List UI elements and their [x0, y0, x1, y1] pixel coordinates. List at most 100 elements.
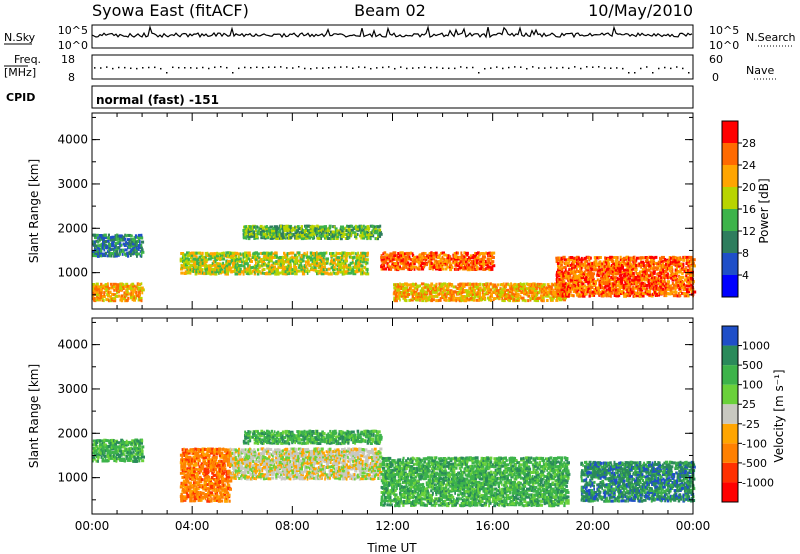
power-echo-cell: [679, 256, 682, 260]
power-echo-cell: [255, 258, 258, 261]
power-echo-cell: [288, 272, 291, 275]
power-echo-cell: [221, 270, 224, 274]
power-echo-cell: [180, 267, 184, 271]
power-echo-cell: [134, 244, 139, 248]
power-echo-cell: [351, 258, 354, 262]
power-echo-cell: [344, 226, 347, 230]
power-echo-cell: [366, 272, 370, 276]
power-echo-cell: [140, 250, 145, 254]
power-echo-cell: [138, 252, 140, 256]
power-echo-cell: [211, 272, 215, 276]
power-echo-cell: [130, 250, 132, 254]
power-echo-cell: [438, 261, 442, 265]
power-echo-cell: [429, 263, 431, 267]
power-echo-cell: [482, 252, 486, 256]
power-echo-cell: [366, 253, 369, 257]
power-echo-cell: [334, 272, 339, 276]
power-echo-cell: [196, 255, 198, 259]
power-echo-cell: [103, 287, 106, 291]
power-echo-cell: [205, 258, 209, 262]
power-echo-cell: [242, 272, 245, 276]
power-echo-cell: [124, 295, 127, 299]
power-echo-cell: [390, 267, 393, 271]
power-echo-cell: [273, 270, 276, 274]
power-echo-cell: [356, 262, 360, 266]
power-echo-cell: [117, 240, 121, 244]
power-echo-cell: [284, 233, 287, 237]
velocity-echo-cell: [141, 459, 145, 463]
power-echo-cell: [189, 259, 193, 263]
power-echo-cell: [199, 268, 203, 272]
power-echo-cell: [309, 225, 312, 229]
power-echo-cell: [339, 267, 342, 271]
power-echo-cell: [359, 230, 363, 234]
power-echo-cell: [444, 298, 448, 302]
power-echo-cell: [264, 232, 268, 236]
power-echo-cell: [286, 267, 289, 271]
power-echo-cell: [366, 227, 371, 231]
power-echo-cell: [377, 232, 380, 236]
power-echo-cell: [98, 291, 101, 294]
power-echo-cell: [381, 263, 384, 267]
power-echo-cell: [435, 282, 438, 286]
power-echo-cell: [139, 298, 142, 302]
power-echo-cell: [323, 234, 327, 238]
noise-trace: [91, 24, 693, 39]
power-echo-cell: [230, 270, 233, 274]
power-echo-cell: [122, 287, 125, 291]
power-echo-cell: [290, 262, 292, 266]
velocity-echo-cell: [234, 456, 237, 460]
power-echo-cell: [650, 255, 654, 259]
power-echo-cell: [281, 267, 285, 271]
power-echo-cell: [116, 283, 120, 287]
power-echo-cell: [322, 225, 325, 229]
power-echo-cell: [335, 251, 338, 255]
power-echo-cell: [231, 254, 234, 258]
power-echo-cell: [585, 259, 588, 263]
power-echo-cell: [452, 297, 455, 301]
power-echo-cell: [239, 257, 242, 261]
power-echo-cell: [327, 272, 330, 276]
power-echo-cell: [258, 270, 261, 274]
velocity-echo-cell: [104, 457, 107, 461]
power-echo-cell: [237, 268, 242, 271]
nsearch-tick-bottom: 10^0: [709, 39, 739, 52]
power-echo-cell: [297, 269, 301, 273]
velocity-echo-cell: [190, 449, 193, 453]
power-echo-cell: [244, 225, 247, 229]
power-echo-cell: [137, 248, 140, 251]
power-echo-cell: [107, 282, 109, 286]
power-echo-cell: [270, 269, 273, 273]
power-echo-cell: [140, 254, 143, 258]
power-echo-cell: [402, 258, 405, 262]
power-echo-cell: [284, 254, 287, 258]
power-echo-cell: [294, 253, 297, 257]
power-echo-cell: [311, 227, 315, 231]
power-echo-cell: [104, 234, 107, 238]
velocity-echo-cell: [125, 447, 128, 451]
velocity-echo-cell: [218, 473, 221, 477]
power-echo-cell: [413, 257, 417, 261]
power-echo-cell: [98, 236, 102, 239]
power-echo-cell: [316, 258, 319, 261]
power-echo-cell: [421, 266, 423, 269]
power-echo-cell: [556, 262, 560, 265]
power-echo-cell: [355, 270, 359, 274]
power-echo-cell: [366, 225, 370, 229]
power-echo-cell: [97, 254, 100, 258]
power-echo-cell: [250, 266, 255, 270]
velocity-echo-cell: [206, 475, 209, 478]
power-echo-cell: [194, 257, 197, 261]
power-echo-cell: [259, 226, 264, 230]
velocity-echo-cell: [209, 491, 214, 495]
velocity-echo-cell: [187, 480, 190, 484]
power-colorbar-segment: [722, 231, 738, 253]
nave-point: [208, 67, 210, 70]
power-echo-cell: [195, 257, 199, 261]
velocity-echo-cell: [224, 464, 227, 468]
power-echo-cell: [265, 234, 269, 238]
power-echo-cell: [108, 293, 110, 297]
power-echo-cell: [269, 230, 272, 234]
power-echo-cell: [279, 224, 283, 228]
power-echo-cell: [243, 231, 247, 235]
